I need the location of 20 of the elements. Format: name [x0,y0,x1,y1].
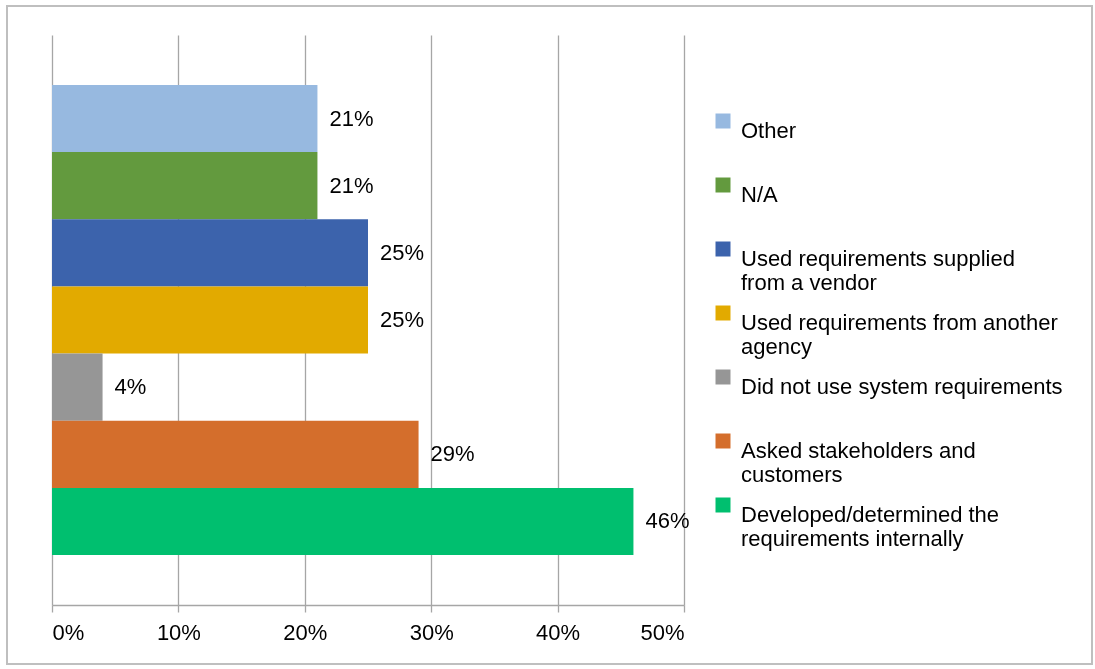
data-label: 21% [329,172,374,198]
x-tick-label: 50% [640,619,685,645]
data-label: 29% [430,441,475,467]
data-label: 25% [380,307,425,332]
legend-label: Used requirements supplied from a vendor [741,246,1015,295]
legend-label: Other [741,118,797,143]
x-tick-label: 20% [283,619,328,645]
legend-label: Asked stakeholders and customers [741,438,976,487]
data-label: 46% [645,508,690,534]
legend-label: Developed/determined the requirements internally [741,502,1000,551]
legend-label: Did not use system requirements [741,374,1063,399]
x-tick-label: 0% [52,619,85,645]
x-tick-label: 40% [536,619,581,645]
legend-label: N/A [741,182,778,207]
data-label: 4% [114,374,147,400]
data-label: 25% [380,239,425,265]
data-label: 21% [329,105,374,131]
legend-label: Used requirements from another agency [741,310,1058,359]
x-tick-label: 30% [409,619,454,645]
x-tick-label: 10% [156,619,201,645]
